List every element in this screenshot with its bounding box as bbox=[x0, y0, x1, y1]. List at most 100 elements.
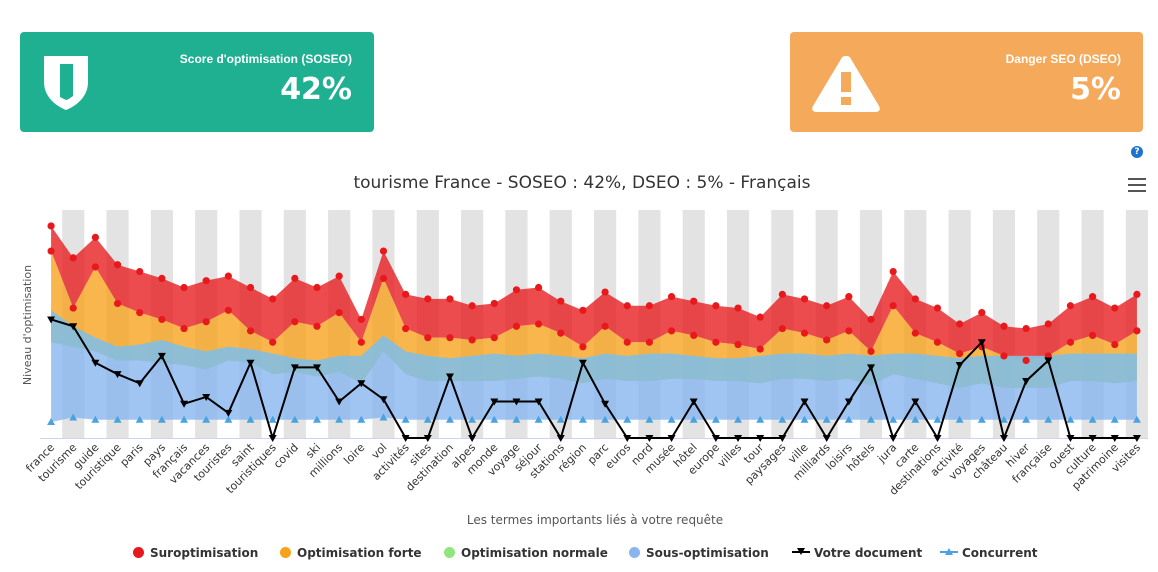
suroptimisation-point[interactable] bbox=[335, 272, 343, 280]
concurrent-point[interactable] bbox=[47, 418, 56, 426]
votre-document-point[interactable] bbox=[135, 380, 144, 388]
votre-document-point[interactable] bbox=[180, 400, 189, 408]
optimisation-forte-point[interactable] bbox=[579, 343, 587, 351]
concurrent-point[interactable] bbox=[335, 415, 344, 423]
optimisation-forte-point[interactable] bbox=[246, 327, 255, 335]
concurrent-point[interactable] bbox=[512, 415, 521, 423]
suroptimisation-point[interactable] bbox=[667, 293, 676, 301]
optimisation-forte-point[interactable] bbox=[512, 322, 521, 330]
concurrent-point[interactable] bbox=[800, 415, 809, 423]
votre-document-point[interactable] bbox=[47, 316, 56, 324]
optimisation-forte-point[interactable] bbox=[180, 324, 188, 333]
optimisation-forte-point[interactable] bbox=[557, 329, 565, 337]
suroptimisation-point[interactable] bbox=[889, 267, 897, 276]
optimisation-forte-point[interactable] bbox=[158, 315, 166, 324]
suroptimisation-point[interactable] bbox=[91, 233, 99, 241]
optimisation-forte-point[interactable] bbox=[69, 304, 77, 312]
concurrent-point[interactable] bbox=[268, 415, 277, 423]
optimisation-forte-point[interactable] bbox=[690, 331, 698, 339]
optimisation-forte-point[interactable] bbox=[734, 340, 742, 349]
votre-document-point[interactable] bbox=[911, 398, 920, 406]
suroptimisation-point[interactable] bbox=[291, 274, 299, 282]
help-icon[interactable]: ? bbox=[1131, 146, 1143, 158]
votre-document-point[interactable] bbox=[1066, 435, 1075, 442]
optimisation-forte-point[interactable] bbox=[645, 338, 654, 346]
suroptimisation-point[interactable] bbox=[313, 283, 321, 292]
suroptimisation-point[interactable] bbox=[202, 277, 210, 285]
suroptimisation-point[interactable] bbox=[47, 222, 55, 230]
concurrent-point[interactable] bbox=[623, 415, 632, 423]
concurrent-point[interactable] bbox=[69, 413, 78, 421]
suroptimisation-point[interactable] bbox=[1111, 304, 1119, 312]
votre-document-point[interactable] bbox=[800, 398, 809, 406]
votre-document-point[interactable] bbox=[423, 435, 432, 442]
concurrent-point[interactable] bbox=[711, 415, 720, 423]
legend-optimisation-forte[interactable]: Optimisation forte bbox=[280, 546, 422, 560]
votre-document-point[interactable] bbox=[91, 359, 100, 367]
votre-document-point[interactable] bbox=[401, 435, 410, 442]
suroptimisation-point[interactable] bbox=[490, 299, 498, 308]
suroptimisation-point[interactable] bbox=[424, 295, 432, 303]
votre-document-point[interactable] bbox=[933, 435, 942, 442]
legend-suroptimisation[interactable]: Suroptimisation bbox=[133, 546, 258, 560]
legend-votre-document[interactable]: Votre document bbox=[792, 546, 922, 560]
optimisation-forte-point[interactable] bbox=[756, 345, 764, 353]
optimisation-forte-point[interactable] bbox=[379, 274, 388, 282]
optimisation-forte-point[interactable] bbox=[357, 338, 365, 346]
concurrent-point[interactable] bbox=[202, 415, 211, 423]
votre-document-point[interactable] bbox=[578, 359, 587, 367]
concurrent-point[interactable] bbox=[357, 415, 366, 423]
concurrent-point[interactable] bbox=[401, 415, 410, 423]
optimisation-forte-point[interactable] bbox=[845, 327, 853, 335]
votre-document-point[interactable] bbox=[1110, 435, 1119, 442]
suroptimisation-point[interactable] bbox=[69, 254, 77, 262]
concurrent-point[interactable] bbox=[1088, 415, 1097, 423]
optimisation-forte-point[interactable] bbox=[269, 338, 277, 346]
votre-document-point[interactable] bbox=[224, 409, 233, 417]
suroptimisation-point[interactable] bbox=[113, 261, 122, 269]
concurrent-point[interactable] bbox=[999, 415, 1008, 423]
optimisation-forte-point[interactable] bbox=[113, 299, 122, 308]
votre-document-point[interactable] bbox=[113, 371, 122, 379]
suroptimisation-point[interactable] bbox=[1000, 322, 1008, 330]
concurrent-point[interactable] bbox=[1132, 415, 1141, 423]
suroptimisation-point[interactable] bbox=[734, 304, 742, 312]
votre-document-point[interactable] bbox=[246, 359, 255, 367]
legend-concurrent[interactable]: Concurrent bbox=[940, 546, 1038, 560]
optimisation-forte-point[interactable] bbox=[867, 347, 875, 355]
votre-document-point[interactable] bbox=[822, 435, 831, 442]
suroptimisation-point[interactable] bbox=[269, 295, 277, 303]
optimisation-forte-point[interactable] bbox=[335, 309, 343, 317]
concurrent-point[interactable] bbox=[91, 415, 100, 423]
suroptimisation-point[interactable] bbox=[446, 295, 454, 303]
votre-document-point[interactable] bbox=[468, 435, 477, 442]
concurrent-point[interactable] bbox=[180, 415, 189, 423]
votre-document-point[interactable] bbox=[512, 398, 521, 406]
optimisation-forte-point[interactable] bbox=[956, 350, 964, 358]
optimisation-forte-point[interactable] bbox=[136, 309, 144, 317]
optimisation-forte-point[interactable] bbox=[800, 329, 809, 337]
concurrent-point[interactable] bbox=[734, 415, 743, 423]
optimisation-forte-point[interactable] bbox=[468, 336, 476, 344]
votre-document-point[interactable] bbox=[335, 398, 344, 406]
concurrent-point[interactable] bbox=[490, 415, 499, 423]
suroptimisation-point[interactable] bbox=[468, 302, 476, 310]
votre-document-point[interactable] bbox=[689, 398, 698, 406]
optimisation-forte-point[interactable] bbox=[1111, 340, 1119, 349]
optimisation-forte-point[interactable] bbox=[1066, 338, 1075, 346]
concurrent-point[interactable] bbox=[1022, 415, 1031, 423]
votre-document-point[interactable] bbox=[844, 398, 853, 406]
suroptimisation-point[interactable] bbox=[690, 297, 698, 305]
votre-document-point[interactable] bbox=[889, 435, 898, 442]
suroptimisation-point[interactable] bbox=[823, 302, 831, 310]
votre-document-point[interactable] bbox=[756, 435, 765, 442]
suroptimisation-point[interactable] bbox=[579, 306, 587, 314]
concurrent-point[interactable] bbox=[379, 413, 388, 421]
optimisation-forte-point[interactable] bbox=[601, 322, 609, 330]
concurrent-point[interactable] bbox=[689, 415, 698, 423]
suroptimisation-point[interactable] bbox=[379, 247, 388, 255]
optimisation-forte-point[interactable] bbox=[535, 320, 543, 328]
votre-document-point[interactable] bbox=[445, 373, 454, 381]
votre-document-point[interactable] bbox=[667, 435, 676, 442]
optimisation-forte-point[interactable] bbox=[623, 338, 631, 346]
